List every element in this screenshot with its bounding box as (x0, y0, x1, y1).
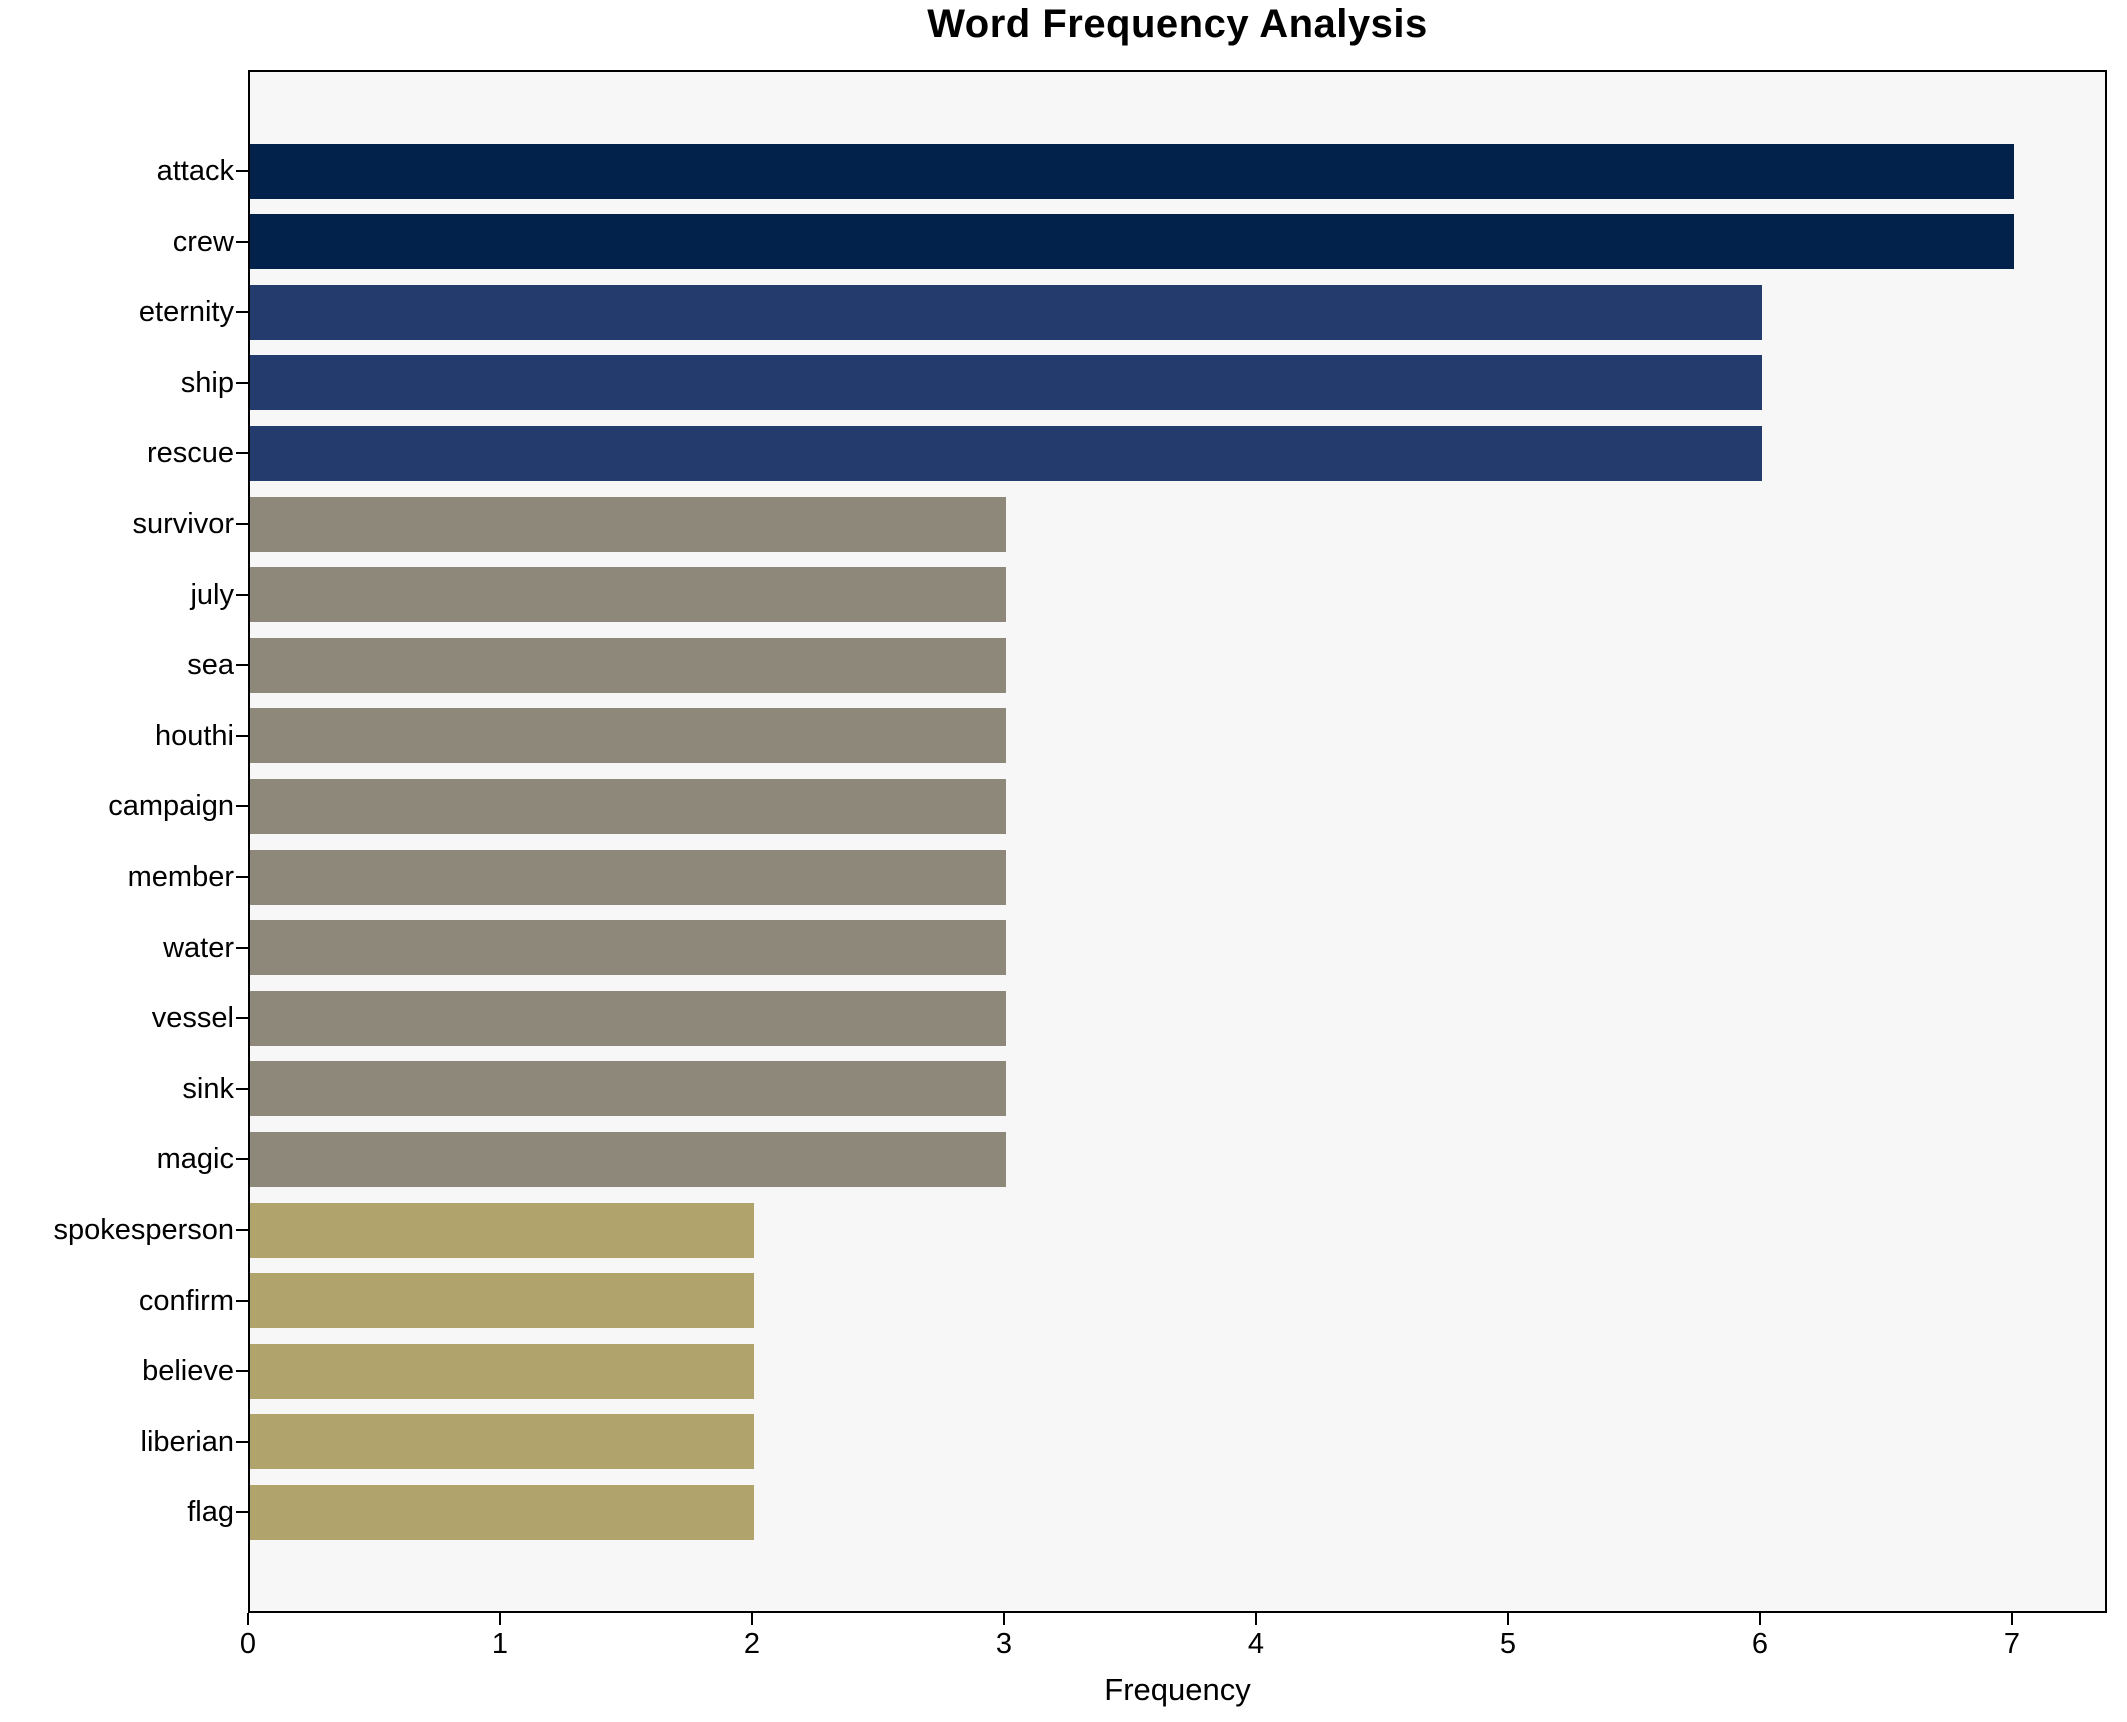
y-tick-label: eternity (138, 296, 234, 328)
y-tick-label: crew (172, 226, 234, 258)
bar-rescue (250, 426, 1762, 481)
x-tick-label: 1 (491, 1628, 509, 1660)
y-tick-label: attack (156, 155, 234, 187)
y-tick-label: campaign (108, 790, 234, 822)
y-tick-mark (236, 170, 248, 172)
x-tick-mark (751, 1613, 753, 1625)
x-tick-label: 4 (1247, 1628, 1265, 1660)
y-tick-label: confirm (138, 1285, 234, 1317)
y-tick-label: flag (187, 1496, 234, 1528)
bar-sea (250, 638, 1006, 693)
bar-survivor (250, 497, 1006, 552)
x-axis-title: Frequency (1104, 1672, 1251, 1707)
y-tick-label: july (190, 579, 234, 611)
y-tick-label: liberian (140, 1426, 235, 1458)
y-tick-mark (236, 876, 248, 878)
y-tick-label: spokesperson (53, 1214, 234, 1246)
chart-title: Word Frequency Analysis (927, 2, 1428, 46)
y-tick-label: sink (182, 1073, 234, 1105)
x-tick-label: 6 (1751, 1628, 1769, 1660)
bar-confirm (250, 1273, 754, 1328)
x-tick-label: 2 (743, 1628, 761, 1660)
y-tick-mark (236, 594, 248, 596)
x-tick-mark (1255, 1613, 1257, 1625)
plot-area (248, 70, 2107, 1613)
bar-july (250, 567, 1006, 622)
bar-flag (250, 1485, 754, 1540)
y-tick-label: sea (187, 649, 234, 681)
bar-liberian (250, 1414, 754, 1469)
y-tick-label: vessel (151, 1002, 234, 1034)
bar-attack (250, 144, 2014, 199)
y-tick-mark (236, 523, 248, 525)
y-tick-label: survivor (132, 508, 234, 540)
y-tick-label: ship (180, 367, 234, 399)
x-tick-mark (247, 1613, 249, 1625)
y-tick-mark (236, 1370, 248, 1372)
y-tick-mark (236, 735, 248, 737)
y-tick-label: member (127, 861, 234, 893)
x-tick-label: 0 (239, 1628, 257, 1660)
y-tick-mark (236, 311, 248, 313)
bar-believe (250, 1344, 754, 1399)
y-tick-mark (236, 1158, 248, 1160)
y-tick-label: magic (156, 1143, 234, 1175)
bar-magic (250, 1132, 1006, 1187)
y-tick-mark (236, 1300, 248, 1302)
bar-member (250, 850, 1006, 905)
y-tick-mark (236, 452, 248, 454)
x-tick-mark (499, 1613, 501, 1625)
y-tick-mark (236, 805, 248, 807)
x-tick-mark (1759, 1613, 1761, 1625)
y-tick-mark (236, 1229, 248, 1231)
y-tick-mark (236, 1511, 248, 1513)
bar-eternity (250, 285, 1762, 340)
y-tick-mark (236, 1088, 248, 1090)
bar-houthi (250, 708, 1006, 763)
bar-crew (250, 214, 2014, 269)
bar-campaign (250, 779, 1006, 834)
y-tick-mark (236, 1441, 248, 1443)
y-tick-label: rescue (146, 437, 234, 469)
x-tick-label: 5 (1499, 1628, 1517, 1660)
bar-sink (250, 1061, 1006, 1116)
y-tick-mark (236, 241, 248, 243)
x-tick-label: 7 (2003, 1628, 2021, 1660)
bar-vessel (250, 991, 1006, 1046)
y-tick-label: believe (142, 1355, 234, 1387)
y-tick-mark (236, 947, 248, 949)
x-tick-mark (1507, 1613, 1509, 1625)
bar-water (250, 920, 1006, 975)
bar-ship (250, 355, 1762, 410)
bar-spokesperson (250, 1203, 754, 1258)
y-tick-mark (236, 664, 248, 666)
x-tick-mark (2011, 1613, 2013, 1625)
y-tick-label: houthi (154, 720, 234, 752)
y-tick-label: water (163, 932, 234, 964)
y-tick-mark (236, 382, 248, 384)
x-tick-mark (1003, 1613, 1005, 1625)
x-tick-label: 3 (995, 1628, 1013, 1660)
y-tick-mark (236, 1017, 248, 1019)
